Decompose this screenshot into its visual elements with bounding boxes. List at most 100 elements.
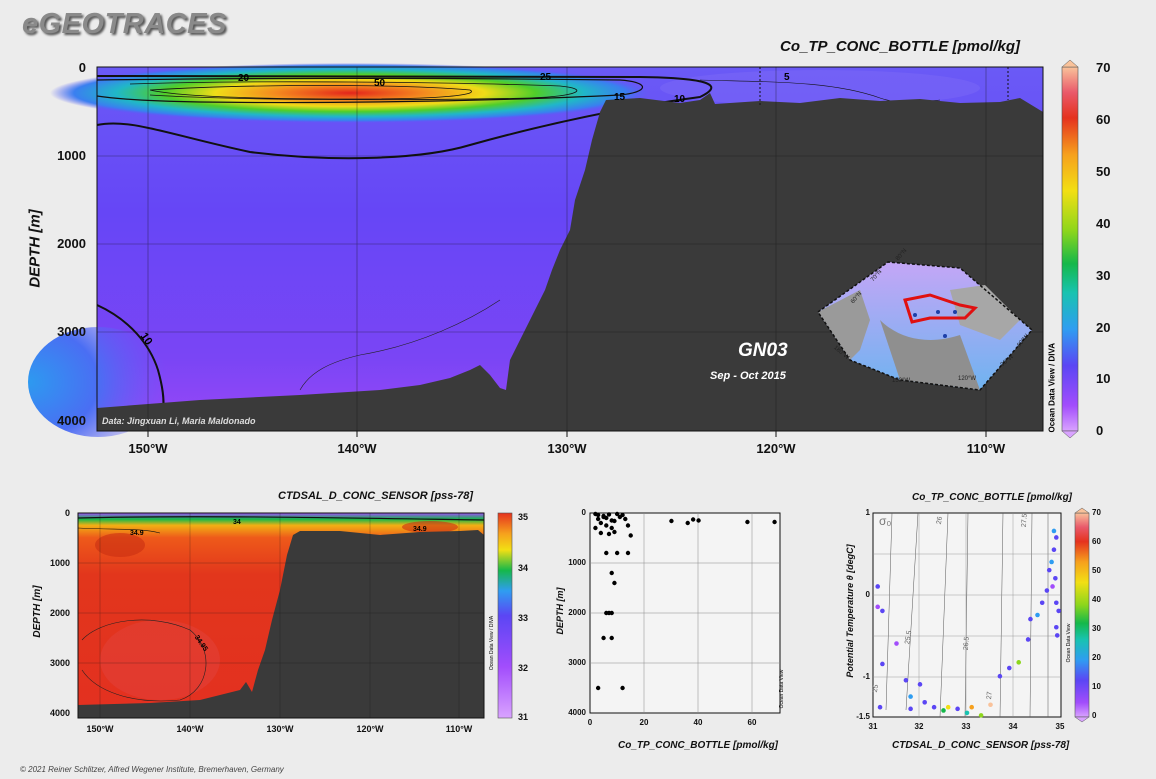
ts-point bbox=[917, 682, 923, 687]
egeotraces-logo: eGEOTRACES bbox=[22, 8, 227, 40]
x-tick: 130°W bbox=[547, 441, 587, 456]
colorbar-tick: 50 bbox=[1096, 164, 1111, 179]
y-tick: 3000 bbox=[49, 658, 70, 668]
scatter-point bbox=[609, 610, 614, 616]
y-tick: 4000 bbox=[49, 708, 70, 718]
ts-point bbox=[877, 704, 883, 710]
y-tick: -1.5 bbox=[856, 712, 870, 721]
x-tick: 31 bbox=[868, 722, 878, 731]
ts-point bbox=[1054, 633, 1060, 638]
colorbar-tick: 10 bbox=[1096, 371, 1111, 386]
ts-point bbox=[880, 608, 885, 614]
main-title: Co_TP_CONC_BOTTLE [pmol/kg] bbox=[780, 38, 1021, 55]
scatter-point bbox=[612, 529, 617, 535]
y-tick: 2000 bbox=[49, 608, 70, 618]
scatter-point bbox=[772, 519, 777, 525]
scatter-point bbox=[609, 525, 614, 531]
odv-label: Ocean Data View / DIVA bbox=[489, 615, 495, 671]
scatter-point bbox=[614, 550, 620, 556]
scatter-point bbox=[604, 523, 609, 528]
map-lon-label: 150°W bbox=[892, 378, 911, 384]
scatter-point bbox=[669, 518, 674, 524]
isopycnal-label: 27.5 bbox=[1020, 513, 1029, 528]
x-tick: 120°W bbox=[756, 441, 796, 456]
ts-point bbox=[922, 700, 927, 705]
colorbar-tick: 60 bbox=[1092, 537, 1101, 546]
contour-label: 20 bbox=[238, 73, 250, 84]
colorbar-tick: 31 bbox=[518, 712, 529, 722]
x-tick: 32 bbox=[914, 722, 924, 731]
scatter-point bbox=[628, 533, 633, 538]
ts-point bbox=[1053, 575, 1058, 581]
y-tick: 0 bbox=[78, 60, 86, 75]
ts-point bbox=[1051, 547, 1057, 553]
odv-label: Ocean Data View bbox=[1066, 623, 1072, 663]
y-tick: 1000 bbox=[57, 148, 86, 163]
x-tick: 35 bbox=[1055, 722, 1065, 731]
ts-point bbox=[1051, 528, 1057, 534]
y-tick: 4000 bbox=[568, 708, 586, 717]
ts-point bbox=[941, 708, 946, 713]
scatter-point bbox=[598, 520, 604, 526]
ts-point bbox=[978, 713, 984, 718]
scatter-point bbox=[614, 511, 620, 517]
ts-point bbox=[903, 677, 909, 683]
data-credit: Data: Jingxuan Li, Maria Maldonado bbox=[102, 416, 256, 426]
y-tick: 3000 bbox=[57, 324, 86, 339]
scatter1-xlabel: Co_TP_CONC_BOTTLE [pmol/kg] bbox=[618, 740, 779, 751]
colorbar-tick: 32 bbox=[518, 663, 529, 673]
colorbar-tick: 35 bbox=[518, 512, 529, 522]
x-tick: 20 bbox=[639, 718, 649, 727]
scatter-point bbox=[625, 523, 631, 528]
x-tick: 140°W bbox=[337, 441, 377, 456]
ts-point bbox=[1056, 608, 1061, 614]
odv-label: Ocean Data View / DIVA bbox=[1047, 342, 1057, 433]
isopycnal-label: σ₀ bbox=[879, 514, 892, 528]
contour-label: 15 bbox=[614, 92, 626, 103]
scatter-point bbox=[606, 512, 612, 517]
ts-point bbox=[988, 702, 993, 708]
section-dates: Sep - Oct 2015 bbox=[710, 370, 786, 382]
y-tick: 0 bbox=[64, 508, 70, 518]
y-tick: 0 bbox=[865, 590, 870, 599]
x-tick: 150°W bbox=[86, 724, 114, 734]
ts-point bbox=[1054, 600, 1059, 606]
scatter-point bbox=[696, 518, 701, 523]
ts-point bbox=[1028, 616, 1033, 622]
scatter-point bbox=[685, 520, 690, 526]
ts-point bbox=[1007, 665, 1012, 671]
colorbar-tick: 40 bbox=[1092, 595, 1101, 604]
contour-label: 34.9 bbox=[413, 526, 427, 533]
scatter-point bbox=[745, 519, 750, 525]
x-tick: 34 bbox=[1008, 722, 1018, 731]
scatter-point bbox=[604, 550, 609, 556]
scatter-point bbox=[690, 517, 696, 522]
colorbar-tick: 40 bbox=[1096, 216, 1111, 231]
scatter-point bbox=[609, 570, 614, 576]
scatter-point bbox=[609, 635, 614, 641]
ts-point bbox=[908, 706, 913, 712]
contour-label: 34 bbox=[233, 519, 241, 526]
colorbar-tick: 30 bbox=[1096, 268, 1111, 283]
colorbar-tick: 70 bbox=[1092, 508, 1101, 517]
colorbar-tick: 10 bbox=[1092, 682, 1101, 691]
ts-point bbox=[997, 673, 1003, 679]
x-tick: 110°W bbox=[445, 724, 473, 734]
scatter-point bbox=[612, 518, 617, 524]
x-tick: 40 bbox=[693, 718, 703, 727]
x-tick: 150°W bbox=[128, 441, 168, 456]
ts-point bbox=[908, 694, 913, 699]
isopycnal-label: 26.5 bbox=[962, 636, 971, 651]
scatter-point bbox=[601, 514, 606, 520]
scatter-point bbox=[595, 685, 601, 691]
inset-map bbox=[816, 261, 1034, 391]
y-tick: 1000 bbox=[49, 558, 70, 568]
scatter-point bbox=[617, 514, 623, 520]
colorbar-tick: 60 bbox=[1096, 112, 1111, 127]
ts-point bbox=[1049, 559, 1054, 565]
x-tick: 120°W bbox=[356, 724, 384, 734]
scatter-point bbox=[595, 512, 601, 518]
ts-point bbox=[969, 704, 974, 710]
ts-ylabel: Potential Temperature θ [degC] bbox=[845, 544, 855, 678]
colorbar-tick: 34 bbox=[518, 563, 529, 573]
